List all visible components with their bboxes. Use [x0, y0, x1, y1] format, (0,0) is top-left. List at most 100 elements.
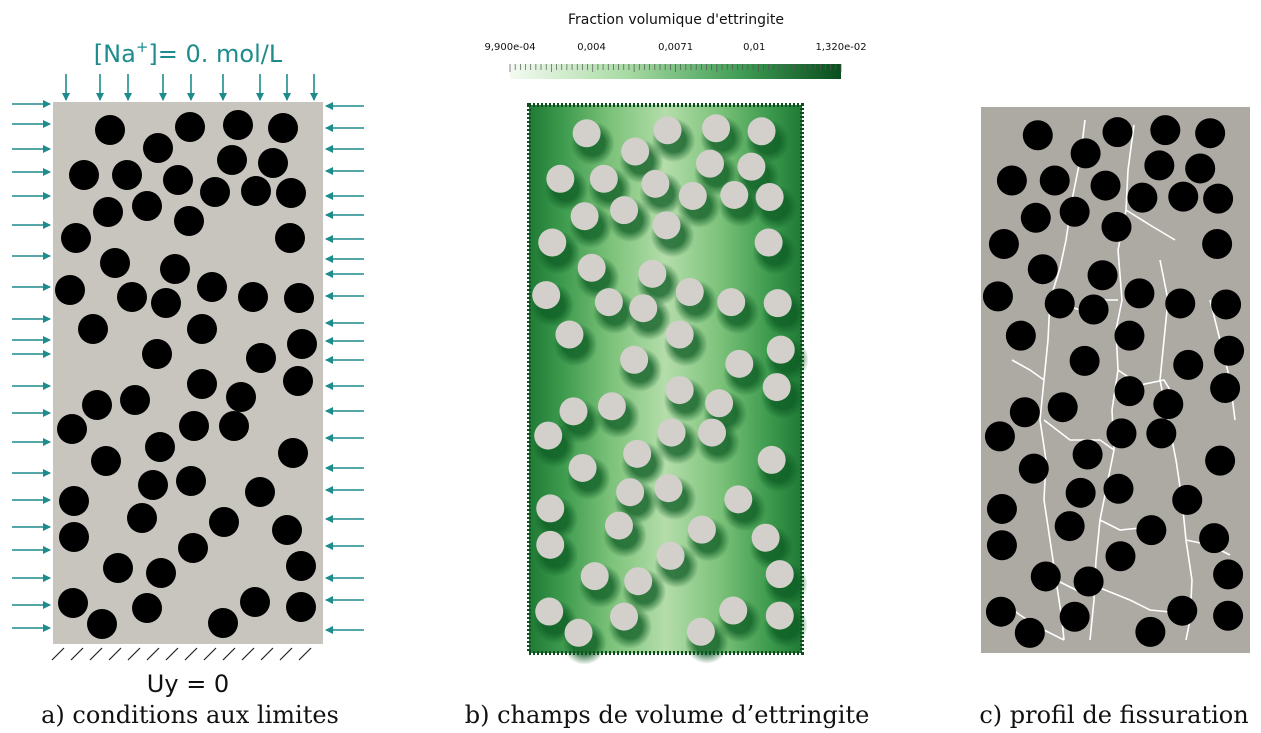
aggregate [568, 453, 597, 482]
aggregate [1114, 320, 1145, 351]
aggregate [536, 530, 565, 559]
panel-c-aggregates [982, 115, 1245, 648]
aggregate [1211, 289, 1242, 320]
aggregate [197, 272, 227, 302]
hatch-line [222, 647, 236, 661]
aggregate [178, 533, 208, 563]
aggregate [765, 560, 794, 589]
aggregate [702, 114, 731, 143]
aggregate [686, 617, 715, 646]
right-bc-arrows [325, 102, 364, 634]
aggregate [1150, 115, 1181, 146]
aggregate [1059, 601, 1090, 632]
aggregate [117, 282, 147, 312]
aggregate [597, 392, 626, 421]
colorbar-tick-label: 0,0071 [658, 42, 693, 53]
panel-c-crack-profile [981, 107, 1250, 653]
aggregate [78, 314, 108, 344]
aggregate [717, 288, 746, 317]
aggregate [59, 522, 89, 552]
aggregate [1044, 288, 1075, 319]
aggregate [82, 390, 112, 420]
panel-a-aggregates [55, 110, 317, 639]
aggregate [762, 373, 791, 402]
aggregate [223, 110, 253, 140]
aggregate [570, 202, 599, 231]
aggregate [620, 345, 649, 374]
aggregate [763, 289, 792, 318]
aggregate [1202, 229, 1233, 260]
aggregate [996, 165, 1027, 196]
colorbar-tick-label: 0,01 [743, 42, 765, 53]
hatch-line [279, 647, 293, 661]
aggregate [1168, 181, 1199, 212]
aggregate [984, 421, 1015, 452]
aggregate [1101, 211, 1132, 242]
aggregate [1047, 392, 1078, 423]
aggregate [747, 117, 776, 146]
aggregate [1090, 170, 1121, 201]
aggregate [187, 314, 217, 344]
aggregate [286, 551, 316, 581]
aggregate [580, 562, 609, 591]
aggregate [1103, 473, 1134, 504]
aggregate [278, 438, 308, 468]
aggregate [765, 601, 794, 630]
aggregate [179, 411, 209, 441]
panel-a-boundary-conditions: [Na+]= 0. mol/L Uy = 0 [12, 38, 364, 698]
aggregate [145, 432, 175, 462]
aggregate [1030, 561, 1061, 592]
aggregate [112, 160, 142, 190]
aggregate [1210, 373, 1241, 404]
aggregate [535, 597, 564, 626]
aggregate [624, 567, 653, 596]
aggregate [986, 493, 1017, 524]
aggregate [705, 389, 734, 418]
aggregate [1014, 617, 1045, 648]
aggregate [287, 329, 317, 359]
aggregate [986, 530, 1017, 561]
aggregate [1167, 595, 1198, 626]
hatch-line [127, 647, 141, 661]
aggregate [1136, 515, 1167, 546]
hatch-line [51, 647, 65, 661]
aggregate [138, 470, 168, 500]
top-bc-label: [Na+]= 0. mol/L [94, 38, 283, 68]
aggregate [175, 112, 205, 142]
aggregate [766, 335, 795, 364]
aggregate [751, 523, 780, 552]
aggregate [1018, 453, 1049, 484]
aggregate [985, 596, 1016, 627]
aggregate [719, 596, 748, 625]
aggregate [258, 148, 288, 178]
aggregate [200, 177, 230, 207]
aggregate [737, 152, 766, 181]
aggregate [91, 446, 121, 476]
aggregate [59, 486, 89, 516]
hatch-line [184, 647, 198, 661]
aggregate [536, 494, 565, 523]
aggregate [284, 283, 314, 313]
aggregate [238, 282, 268, 312]
aggregate [559, 397, 588, 426]
aggregate [174, 206, 204, 236]
hatch-line [70, 647, 84, 661]
left-bc-arrows [12, 100, 51, 632]
aggregate [272, 515, 302, 545]
aggregate [132, 191, 162, 221]
aggregate [623, 439, 652, 468]
aggregate [1199, 523, 1230, 554]
aggregate [755, 183, 784, 212]
aggregate [1105, 541, 1136, 572]
aggregate [268, 113, 298, 143]
aggregate [1114, 376, 1145, 407]
aggregate [687, 515, 716, 544]
aggregate [1146, 418, 1177, 449]
aggregate [1135, 616, 1166, 647]
aggregate [103, 553, 133, 583]
aggregate [276, 178, 306, 208]
aggregate [1059, 196, 1090, 227]
caption-a: a) conditions aux limites [41, 701, 339, 729]
aggregate [610, 602, 639, 631]
aggregate [638, 259, 667, 288]
